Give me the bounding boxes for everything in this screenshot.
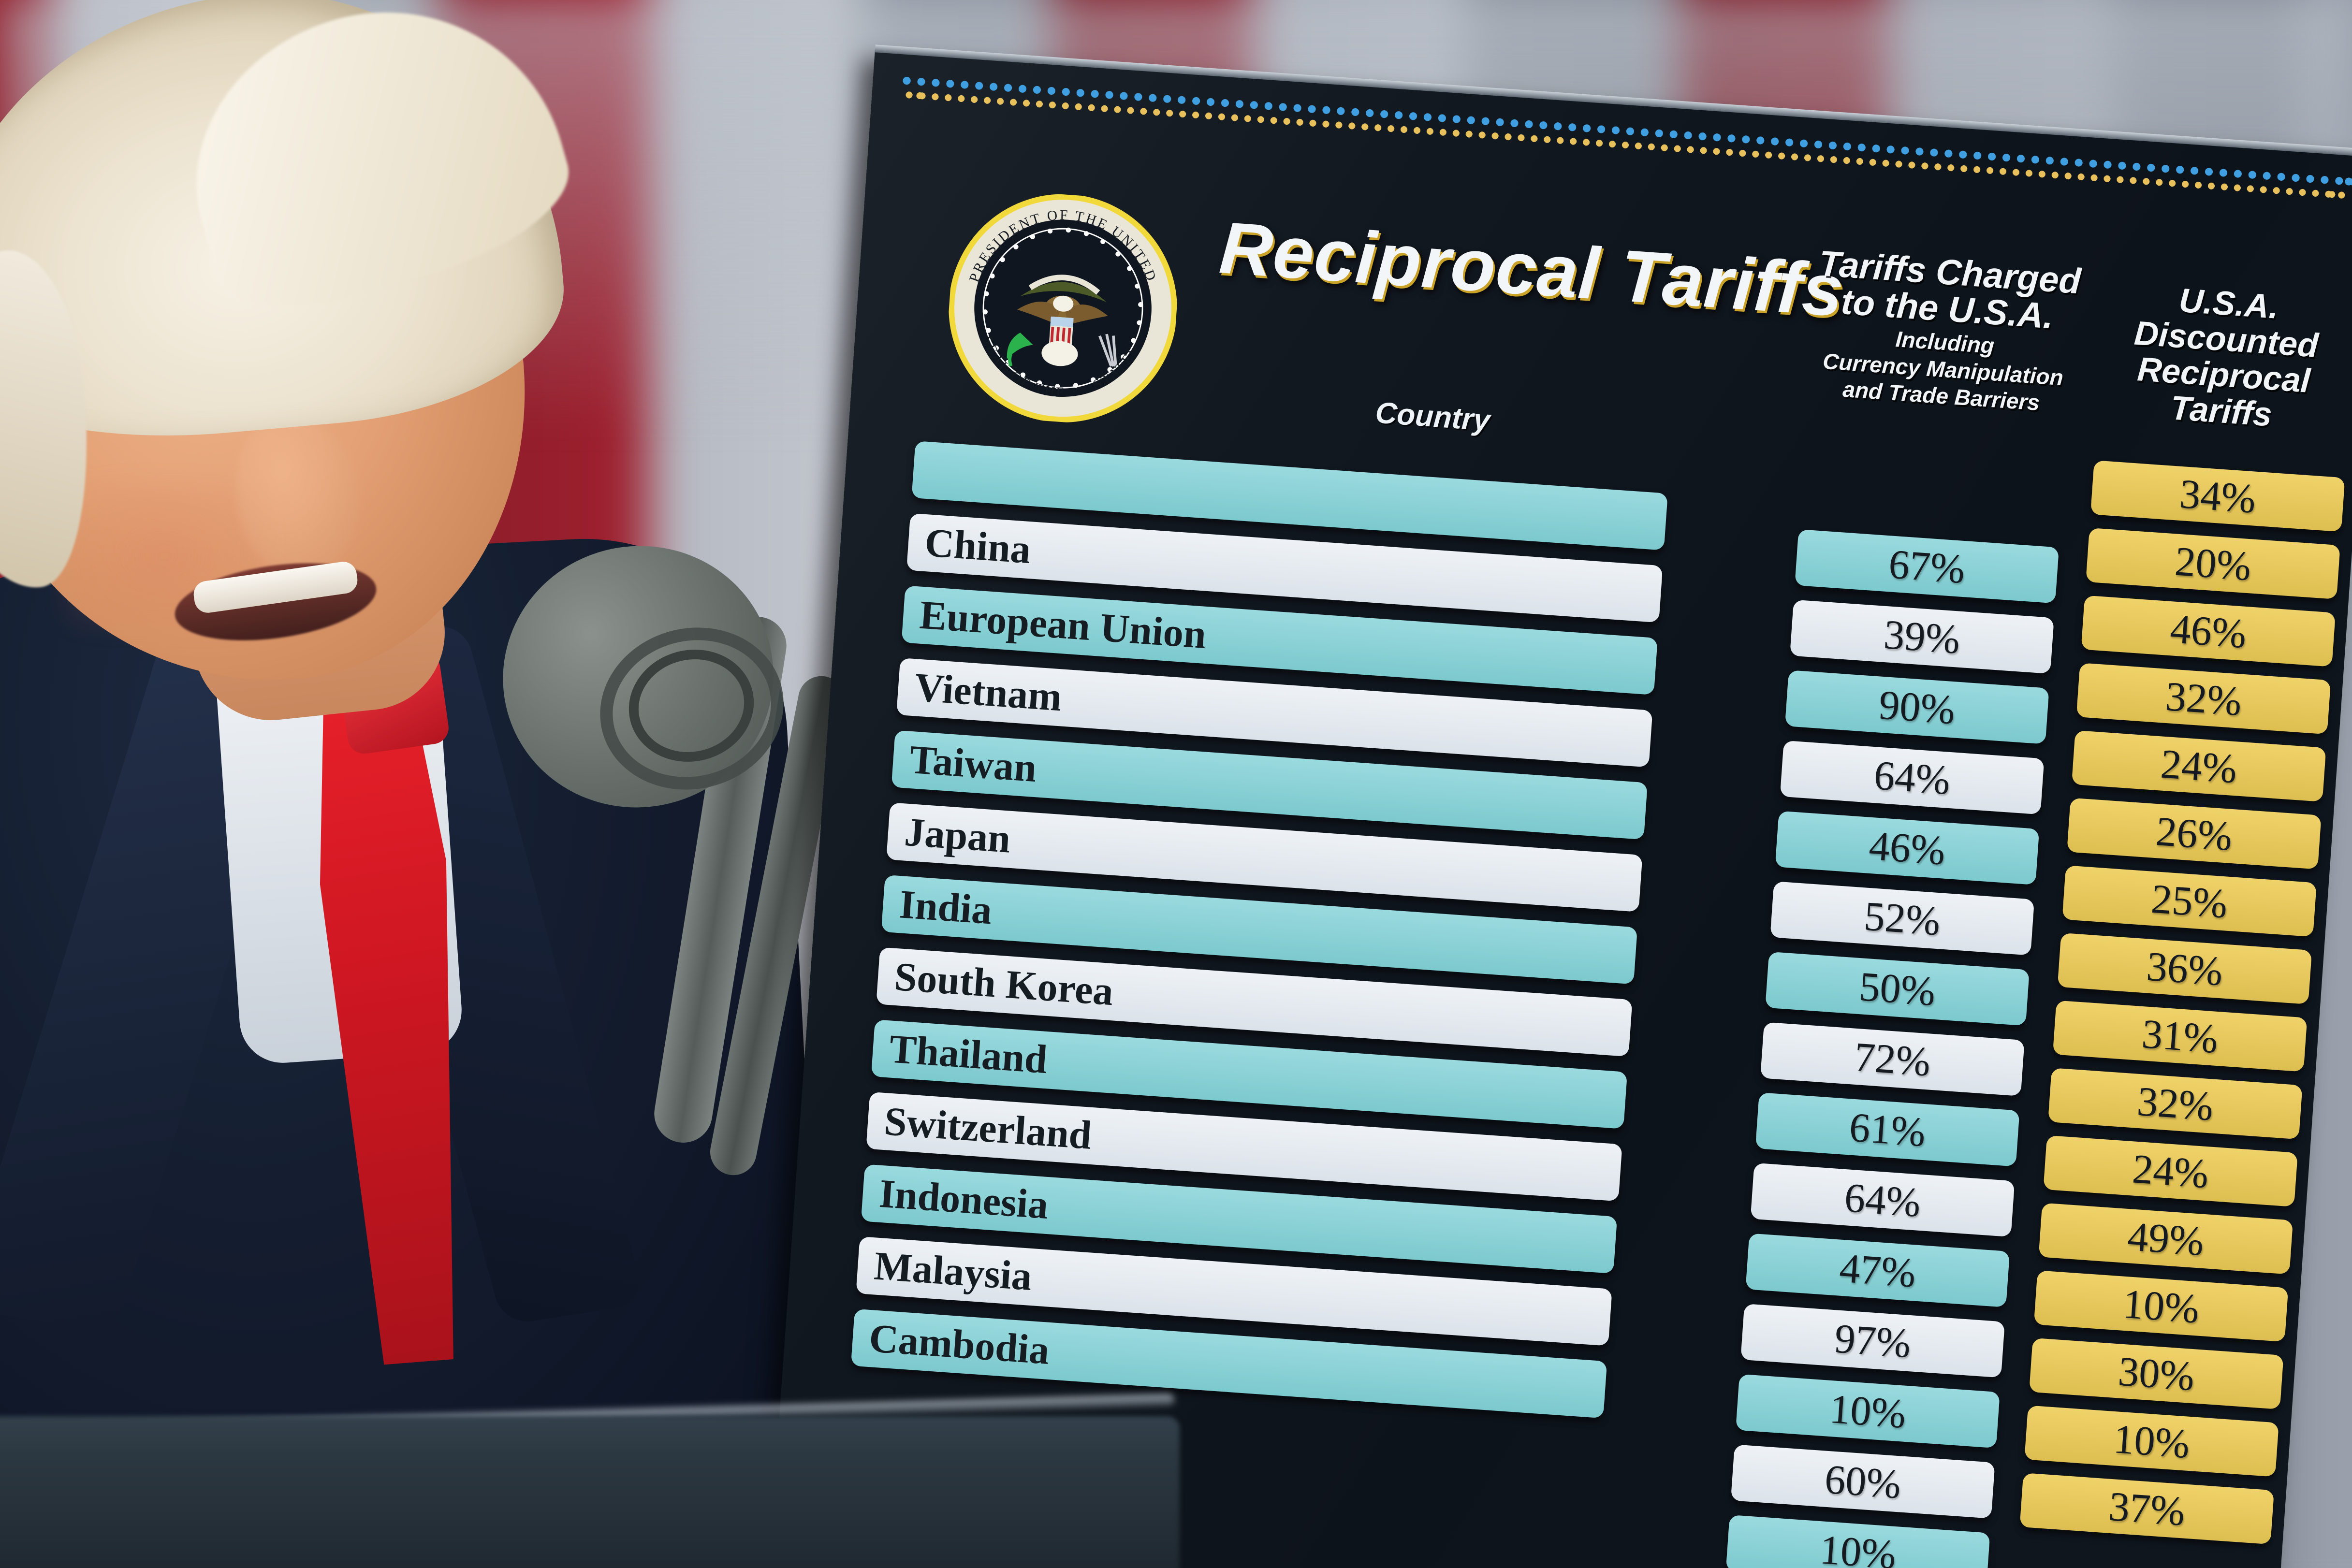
tariff-charged-value: 90% xyxy=(1877,681,1957,733)
usa-discounted-row: 10% xyxy=(2033,1270,2289,1342)
country-label: Vietnam xyxy=(913,665,1064,720)
usa-discounted-value: 26% xyxy=(2154,808,2234,859)
usa-discounted-row: 26% xyxy=(2067,798,2322,870)
country-label: Malaysia xyxy=(873,1243,1034,1299)
usa-discounted-value: 25% xyxy=(2149,875,2229,927)
tariff-charged-value: 10% xyxy=(1818,1526,1898,1568)
podium xyxy=(0,1416,1180,1568)
tariff-charged-row: 72% xyxy=(1760,1022,2025,1096)
usa-discounted-value: 32% xyxy=(2135,1077,2215,1130)
usa-discounted-row: 31% xyxy=(2052,1000,2308,1072)
country-label: European Union xyxy=(918,592,1208,657)
usa-discounted-row: 10% xyxy=(2024,1405,2279,1477)
country-label: Cambodia xyxy=(867,1316,1051,1373)
tariff-charged-row: 64% xyxy=(1780,740,2045,815)
usa-discounted-row: 30% xyxy=(2029,1337,2284,1409)
presidential-seal-icon: PRESIDENT OF THE UNITED SEAL OF THE · · … xyxy=(942,187,1184,430)
country-label: Taiwan xyxy=(908,737,1038,791)
tariff-charged-row: 50% xyxy=(1765,951,2030,1026)
country-label: Switzerland xyxy=(883,1099,1093,1158)
usa-discounted-value: 36% xyxy=(2145,943,2224,995)
tariff-charged-row: 64% xyxy=(1750,1162,2015,1237)
tariff-charged-value: 97% xyxy=(1833,1315,1913,1367)
usa-discounted-value: 34% xyxy=(2178,470,2258,522)
tariff-charged-row: 47% xyxy=(1745,1233,2010,1307)
usa-discounted-row: 24% xyxy=(2043,1135,2298,1207)
column-header-usa-discounted: U.S.A. Discounted Reciprocal Tariffs xyxy=(2090,276,2352,438)
tariff-charged-value: 47% xyxy=(1838,1244,1917,1296)
tariff-charged-row: 60% xyxy=(1730,1444,1995,1519)
tariff-charged-value: 39% xyxy=(1882,610,1962,663)
tariff-charged-value: 61% xyxy=(1848,1103,1928,1156)
usa-discounted-row: 36% xyxy=(2057,932,2312,1004)
tariff-charged-value: 72% xyxy=(1853,1033,1932,1085)
presentation-board: PRESIDENT OF THE UNITED SEAL OF THE · · … xyxy=(763,0,2352,1568)
country-label: Indonesia xyxy=(877,1171,1050,1228)
usa-discounted-value: 49% xyxy=(2126,1213,2206,1264)
country-label: South Korea xyxy=(893,954,1115,1015)
usa-discounted-value: 30% xyxy=(2117,1348,2196,1400)
usa-discounted-value: 32% xyxy=(2163,672,2243,725)
tariff-charged-row: 52% xyxy=(1770,881,2035,956)
usa-discounted-row: 25% xyxy=(2062,865,2317,937)
country-label: China xyxy=(923,520,1033,573)
usa-discounted-value: 24% xyxy=(2131,1145,2210,1197)
usa-discounted-row: 24% xyxy=(2071,730,2326,802)
usa-discounted-row: 32% xyxy=(2048,1068,2303,1140)
tariff-charged-row: 10% xyxy=(1725,1514,1990,1568)
tariff-charged-row: 61% xyxy=(1755,1092,2020,1167)
usa-discounted-value: 10% xyxy=(2112,1415,2191,1467)
tariff-charged-value: 60% xyxy=(1823,1455,1903,1508)
country-label: Thailand xyxy=(888,1026,1049,1083)
tariff-charged-row: 90% xyxy=(1784,670,2049,744)
usa-discounted-value: 31% xyxy=(2140,1010,2220,1062)
tariff-charged-value: 67% xyxy=(1887,540,1967,593)
usa-discounted-value: 37% xyxy=(2107,1482,2187,1535)
tariff-charged-value: 10% xyxy=(1828,1385,1908,1437)
speaker-figure xyxy=(0,0,885,1568)
header-right-line-2: Reciprocal Tariffs xyxy=(2136,350,2312,434)
tariff-charged-value: 46% xyxy=(1867,822,1947,874)
tariff-charged-row: 39% xyxy=(1790,599,2054,674)
tariff-charged-value: 64% xyxy=(1843,1174,1922,1226)
usa-discounted-row: 37% xyxy=(2019,1473,2275,1545)
country-label: India xyxy=(898,882,993,933)
usa-discounted-value: 10% xyxy=(2121,1280,2201,1332)
tariff-charged-value: 50% xyxy=(1857,963,1937,1015)
usa-discounted-value: 46% xyxy=(2168,605,2248,657)
tariff-charged-row: 46% xyxy=(1775,811,2040,885)
usa-discounted-row: 46% xyxy=(2081,595,2336,667)
column-header-tariffs-charged: Tariffs Charged to the U.S.A. Including … xyxy=(1805,243,2086,417)
usa-discounted-row: 49% xyxy=(2038,1203,2294,1275)
usa-discounted-value: 24% xyxy=(2159,740,2239,792)
tariff-charged-row: 10% xyxy=(1736,1374,2000,1449)
tariff-charged-value: 64% xyxy=(1872,752,1952,803)
tariff-charged-value: 52% xyxy=(1862,892,1942,944)
usa-discounted-row: 20% xyxy=(2086,527,2340,599)
country-column: China European Union Vietnam Taiwan Japan Ind… xyxy=(850,441,1668,1434)
tariff-charged-row: 97% xyxy=(1740,1304,2005,1378)
usa-discounted-row: 32% xyxy=(2076,663,2331,735)
usa-discounted-value: 20% xyxy=(2173,537,2253,590)
country-label: Japan xyxy=(903,809,1012,862)
